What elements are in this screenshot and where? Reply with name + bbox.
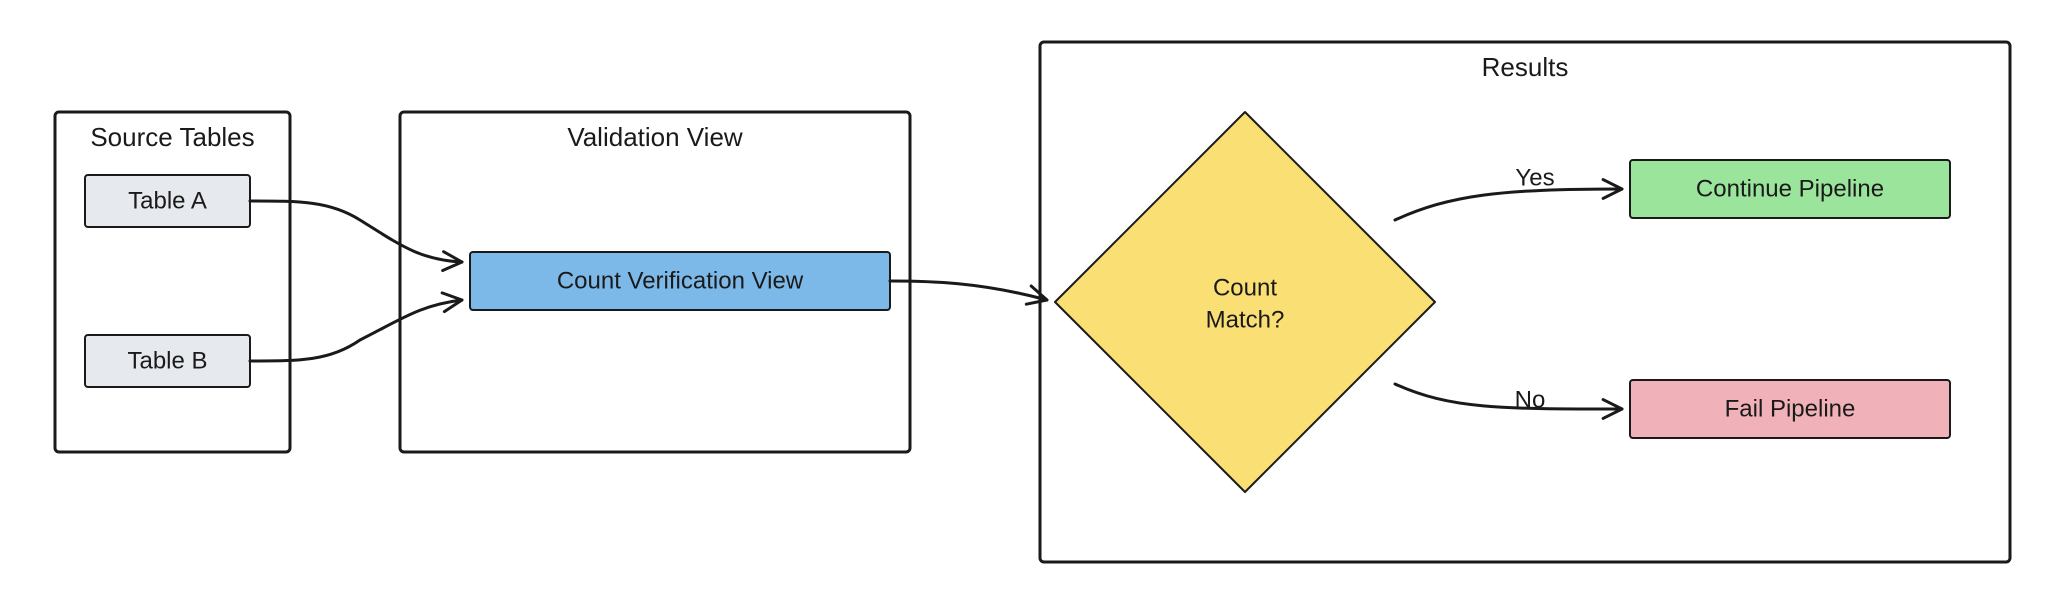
edge-view-to-diamond [890, 281, 1047, 300]
edge-label-diamond-to-fail: No [1515, 387, 1546, 414]
source-group-title: Source Tables [90, 122, 254, 152]
diamond-label-1: Count [1213, 275, 1277, 302]
table_a-label: Table A [128, 188, 207, 215]
edge-label-diamond-to-continue: Yes [1515, 165, 1554, 192]
validation-group-title: Validation View [567, 122, 743, 152]
fail-label: Fail Pipeline [1725, 396, 1856, 423]
table_b-label: Table B [127, 348, 207, 375]
diamond-label-2: Match? [1206, 307, 1285, 334]
results-group-title: Results [1482, 52, 1569, 82]
flow-diagram: Source Tables Validation View Results Table… [0, 0, 2070, 604]
source-group [55, 112, 290, 452]
view-label: Count Verification View [557, 268, 804, 295]
continue-label: Continue Pipeline [1696, 176, 1884, 203]
